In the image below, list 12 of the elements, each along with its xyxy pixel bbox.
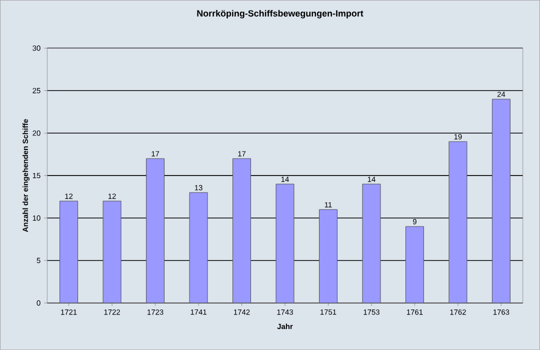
bar: [448, 141, 468, 303]
bar: [232, 158, 251, 303]
bar: [189, 192, 208, 303]
bar: [362, 184, 381, 303]
bar: [492, 98, 510, 303]
bar: [146, 158, 165, 303]
bar: [276, 184, 294, 303]
bar: [60, 200, 78, 303]
bar: [405, 226, 424, 303]
bar: [318, 209, 338, 303]
bar: [102, 200, 122, 303]
chart-title: Norrköping-Schiffsbewegungen-Import: [197, 10, 364, 18]
